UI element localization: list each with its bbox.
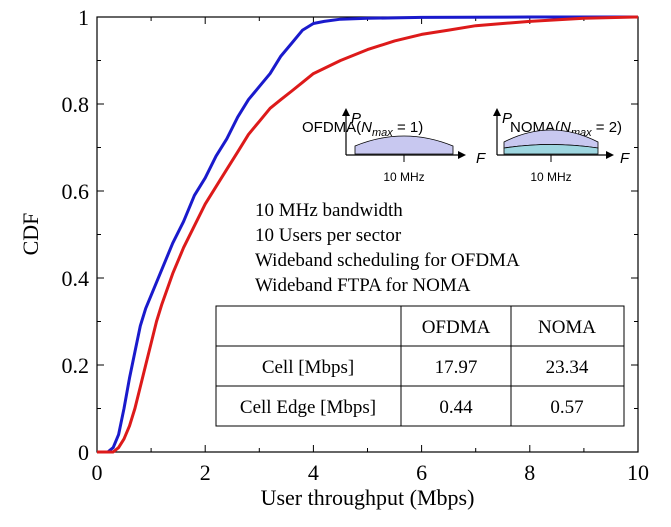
series-lines bbox=[97, 15, 639, 454]
noma-bandwidth-label: 10 MHz bbox=[530, 170, 571, 184]
x-tick-label: 2 bbox=[200, 460, 211, 485]
y-tick-label: 0.8 bbox=[62, 92, 90, 117]
results-table: OFDMA NOMA Cell [Mbps] 17.97 23.34 Cell … bbox=[215, 305, 625, 427]
annotation-users: 10 Users per sector bbox=[255, 225, 402, 246]
ofdma-freq-label: F bbox=[476, 150, 486, 167]
table-header-ofdma: OFDMA bbox=[422, 317, 491, 338]
x-tick-label: 4 bbox=[308, 460, 319, 485]
noma-band-shape-low bbox=[503, 144, 599, 155]
x-axis-label: User throughput (Mbps) bbox=[261, 485, 475, 510]
ofdma-band-shape bbox=[354, 135, 454, 155]
series-line-ofdma bbox=[97, 15, 638, 454]
ofdma-power-label: P bbox=[351, 110, 361, 127]
y-tick-label: 0.4 bbox=[62, 266, 90, 291]
y-tick-label: 0.2 bbox=[62, 353, 90, 378]
table-cell-value: 17.97 bbox=[435, 357, 478, 378]
annotation-noma-ftpa: Wideband FTPA for NOMA bbox=[255, 275, 471, 296]
inset-noma-diagram: NOMA(Nmax = 2) P F 10 MHz bbox=[493, 108, 630, 184]
x-tick-label: 8 bbox=[524, 460, 535, 485]
annotation-bandwidth: 10 MHz bandwidth bbox=[255, 200, 403, 221]
y-tick-label: 0 bbox=[78, 440, 89, 465]
noma-freq-arrowhead bbox=[606, 151, 614, 159]
x-tick-label: 6 bbox=[416, 460, 427, 485]
noma-freq-label: F bbox=[620, 150, 630, 167]
table-cell-row-label: Cell [Mbps] bbox=[262, 357, 354, 378]
table-cell-value: 23.34 bbox=[546, 357, 589, 378]
inset-ofdma-diagram: OFDMA(Nmax = 1) P F 10 MHz bbox=[302, 108, 486, 184]
x-tick-label: 0 bbox=[92, 460, 103, 485]
noma-power-arrowhead bbox=[493, 108, 501, 116]
y-tick-label: 0.6 bbox=[62, 179, 90, 204]
ofdma-bandwidth-label: 10 MHz bbox=[383, 170, 424, 184]
x-tick-label: 10 bbox=[627, 460, 649, 485]
y-axis-label: CDF bbox=[18, 213, 43, 256]
y-tick-label: 1 bbox=[78, 5, 89, 30]
table-header-noma: NOMA bbox=[538, 317, 596, 338]
table-cell-value: 0.44 bbox=[439, 397, 473, 418]
series-line-noma bbox=[97, 15, 639, 454]
table-cell-value: 0.57 bbox=[550, 397, 583, 418]
table-cell-row-label: Cell Edge [Mbps] bbox=[240, 397, 376, 418]
table-background bbox=[215, 305, 625, 427]
y-axis-ticks: 0 0.2 0.4 0.6 0.8 1 bbox=[62, 5, 638, 465]
ofdma-freq-arrowhead bbox=[458, 151, 466, 159]
ofdma-power-arrowhead bbox=[342, 108, 350, 116]
annotation-ofdma-scheduling: Wideband scheduling for OFDMA bbox=[255, 250, 520, 271]
noma-power-label: P bbox=[502, 110, 512, 127]
